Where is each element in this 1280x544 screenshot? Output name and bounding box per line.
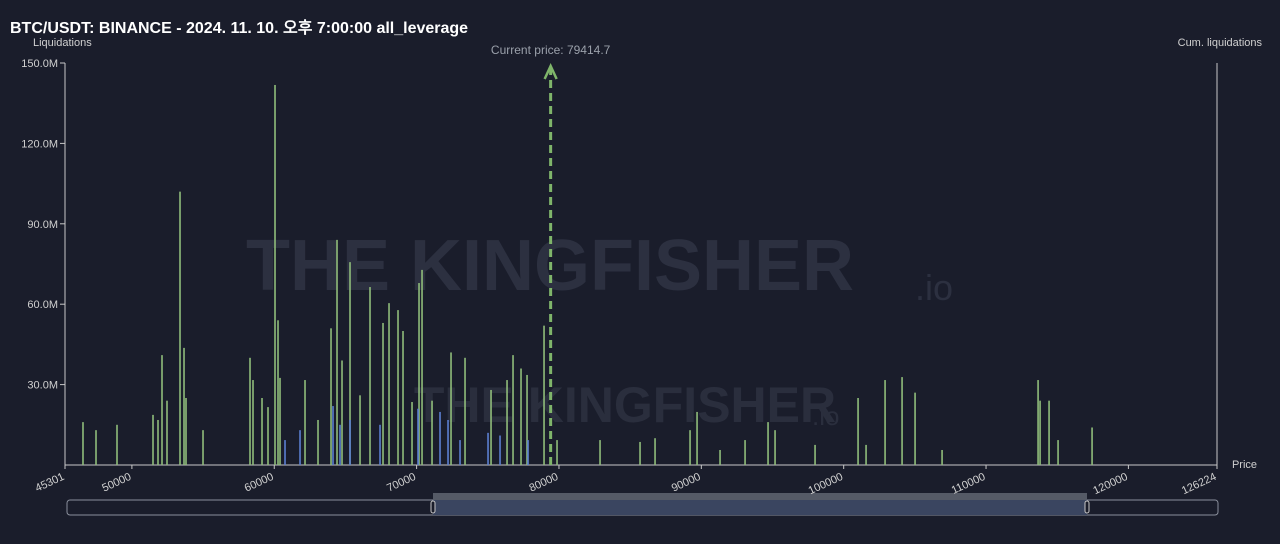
current-price-arrow [543,63,558,80]
bar [464,357,466,465]
bar [336,239,338,465]
y-tick-label: 120.0M [21,138,58,150]
bar [487,432,489,465]
y2-axis-label: Cum. liquidations [1178,37,1263,49]
scroll-handle-bar[interactable] [433,493,1087,500]
bar [261,398,263,465]
bar [431,400,433,465]
bar [179,191,181,465]
scroll-thumb[interactable] [433,500,1087,515]
bar [379,424,381,465]
bar [166,400,168,465]
bar [397,310,399,465]
bar [411,402,413,465]
bar [599,440,601,465]
bar [1091,427,1093,465]
bar [689,430,691,465]
bar [857,398,859,465]
scroll-handle[interactable] [1084,500,1090,514]
watermark-suffix: .io [915,267,953,308]
bar [506,380,508,465]
bar [252,380,254,465]
current-price-label: Current price: 79414.7 [491,43,611,57]
watermark-suffix: .io [812,401,839,431]
bar [447,419,449,465]
bar [304,380,306,465]
bar [556,440,558,465]
bar [317,419,319,465]
bar [744,440,746,465]
bar [490,389,492,465]
bar [152,414,154,465]
bar [382,322,384,465]
bar [526,374,528,465]
bar [914,392,916,465]
y-axis-label: Liquidations [33,37,92,49]
bar [332,406,334,465]
y-tick-label: 90.0M [27,219,58,231]
bar [884,380,886,465]
bar [161,355,163,465]
bar [341,360,343,465]
bar [418,283,420,465]
bar [349,262,351,465]
chart-title: BTC/USDT: BINANCE - 2024. 11. 10. 오후 7:0… [10,18,468,37]
bar [767,422,769,465]
bar [639,441,641,465]
bar [499,435,501,465]
bar [512,355,514,465]
bar [901,377,903,465]
bar [330,328,332,465]
bar [349,419,351,465]
bar [277,320,279,465]
bar [1037,380,1039,465]
bar [865,444,867,465]
bar [82,422,84,465]
bar [369,287,371,465]
bar [1039,400,1041,465]
bar [388,303,390,465]
bar [202,430,204,465]
bar [402,331,404,465]
bar [274,84,276,465]
bar [774,430,776,465]
y-tick-label: 30.0M [27,380,58,392]
bar [696,411,698,465]
bar [249,357,251,465]
bar [941,449,943,465]
bar [421,269,423,465]
bar [527,440,529,465]
bar [543,325,545,465]
watermark: THE KINGFISHER [414,377,836,433]
scroll-handle[interactable] [430,500,436,514]
bar [299,430,301,465]
bar [719,449,721,465]
y-tick-label: 150.0M [21,58,58,70]
bar [417,408,419,465]
bar [95,430,97,465]
bar [439,411,441,465]
bar [359,395,361,465]
bar [157,419,159,465]
bar [654,438,656,465]
bar [339,424,341,465]
bar [284,440,286,465]
bar [1057,440,1059,465]
bar [267,407,269,465]
bar [279,377,281,465]
x-axis-label: Price [1232,459,1257,471]
bar [459,440,461,465]
bar [814,444,816,465]
bar [183,347,185,465]
bar [450,352,452,465]
bar [185,398,187,465]
bar [1048,400,1050,465]
bar [520,368,522,465]
y-tick-label: 60.0M [27,299,58,311]
bar [116,424,118,465]
